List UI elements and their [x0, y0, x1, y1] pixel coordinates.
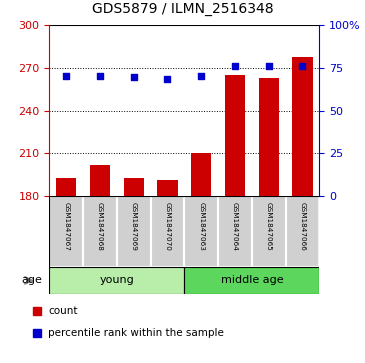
Point — [131, 74, 137, 79]
Point — [198, 73, 204, 79]
Text: GSM1847070: GSM1847070 — [165, 202, 170, 250]
Bar — [150, 196, 184, 267]
Text: GSM1847063: GSM1847063 — [198, 202, 204, 250]
Text: GSM1847066: GSM1847066 — [300, 202, 306, 250]
Bar — [49, 196, 83, 267]
Text: percentile rank within the sample: percentile rank within the sample — [48, 328, 224, 338]
Bar — [83, 196, 117, 267]
Text: GDS5879 / ILMN_2516348: GDS5879 / ILMN_2516348 — [92, 2, 273, 16]
Bar — [123, 178, 144, 196]
Text: GSM1847065: GSM1847065 — [266, 202, 272, 250]
Bar — [292, 57, 312, 196]
Text: count: count — [48, 306, 78, 316]
Bar — [49, 267, 184, 294]
Text: age: age — [21, 276, 42, 285]
Text: GSM1847069: GSM1847069 — [131, 202, 137, 250]
Bar — [117, 196, 150, 267]
Text: young: young — [99, 276, 134, 285]
Text: GSM1847068: GSM1847068 — [97, 202, 103, 250]
Bar — [225, 75, 245, 196]
Text: GSM1847064: GSM1847064 — [232, 202, 238, 250]
Point — [165, 76, 170, 82]
Bar — [286, 196, 319, 267]
Point — [232, 62, 238, 68]
Bar — [184, 267, 319, 294]
Point — [63, 73, 69, 79]
Text: GSM1847067: GSM1847067 — [63, 202, 69, 250]
Bar — [218, 196, 252, 267]
Bar — [157, 180, 177, 196]
Bar — [56, 178, 76, 196]
Text: middle age: middle age — [220, 276, 283, 285]
Bar — [191, 153, 211, 196]
Bar — [252, 196, 286, 267]
Bar — [258, 78, 279, 196]
Point — [97, 73, 103, 79]
Point — [300, 62, 306, 68]
Point — [266, 64, 272, 69]
Bar — [90, 165, 110, 196]
Bar — [184, 196, 218, 267]
